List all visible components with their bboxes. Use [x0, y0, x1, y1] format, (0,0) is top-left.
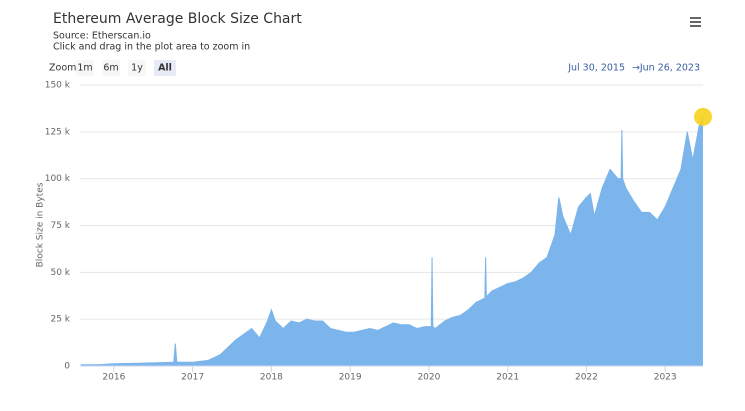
- x-tick-label: 2018: [260, 373, 283, 383]
- zoom-button-label: 6m: [103, 63, 118, 74]
- zoom-button-label: 1y: [131, 63, 143, 74]
- subtitle: Source: Etherscan.io: [53, 31, 151, 42]
- x-tick-label: 2016: [102, 373, 125, 383]
- area: [80, 116, 704, 366]
- y-tick-label: 0: [64, 362, 70, 372]
- y-tick-label: 125 k: [45, 127, 71, 137]
- zoom-label: Zoom: [49, 63, 76, 74]
- menu-button[interactable]: [688, 15, 702, 29]
- y-tick-label: 100 k: [45, 174, 71, 184]
- line: [80, 116, 704, 366]
- menu-bar: [690, 21, 701, 23]
- range-from: Jul 30, 2015: [567, 63, 625, 74]
- zoom-button-bg: [154, 60, 176, 76]
- x-tick-label: 2017: [181, 373, 204, 383]
- zoom-button-bg: [76, 60, 94, 76]
- y-tick-label: 75 k: [50, 221, 70, 231]
- menu-bar: [690, 17, 701, 19]
- x-tick-label: 2019: [339, 373, 362, 383]
- note: Click and drag in the plot area to zoom …: [53, 42, 250, 53]
- y-tick-label: 150 k: [45, 81, 71, 91]
- range-separator: →: [632, 63, 640, 74]
- chart-title: Ethereum Average Block Size Chart: [53, 11, 302, 27]
- zoom-button-label: All: [158, 63, 172, 74]
- y-tick-label: 25 k: [50, 315, 70, 325]
- zoom-button[interactable]: 6m: [102, 60, 120, 76]
- zoom-button[interactable]: 1m: [76, 60, 94, 76]
- zoom-button[interactable]: All: [154, 60, 176, 76]
- zoom-button-bg: [128, 60, 146, 76]
- y-tick-label: 50 k: [50, 268, 70, 278]
- zoom-button-bg: [102, 60, 120, 76]
- range-to: Jun 26, 2023: [639, 63, 700, 74]
- zoom-button-label: 1m: [77, 63, 92, 74]
- x-tick-label: 2023: [654, 373, 677, 383]
- highlight-point: [694, 107, 712, 126]
- x-tick-label: 2020: [417, 373, 440, 383]
- zoom-button[interactable]: 1y: [128, 60, 146, 76]
- x-tick-label: 2022: [575, 373, 598, 383]
- y-axis-title: Block Size in Bytes: [36, 182, 46, 267]
- menu-bar: [690, 25, 701, 27]
- x-tick-label: 2021: [496, 373, 519, 383]
